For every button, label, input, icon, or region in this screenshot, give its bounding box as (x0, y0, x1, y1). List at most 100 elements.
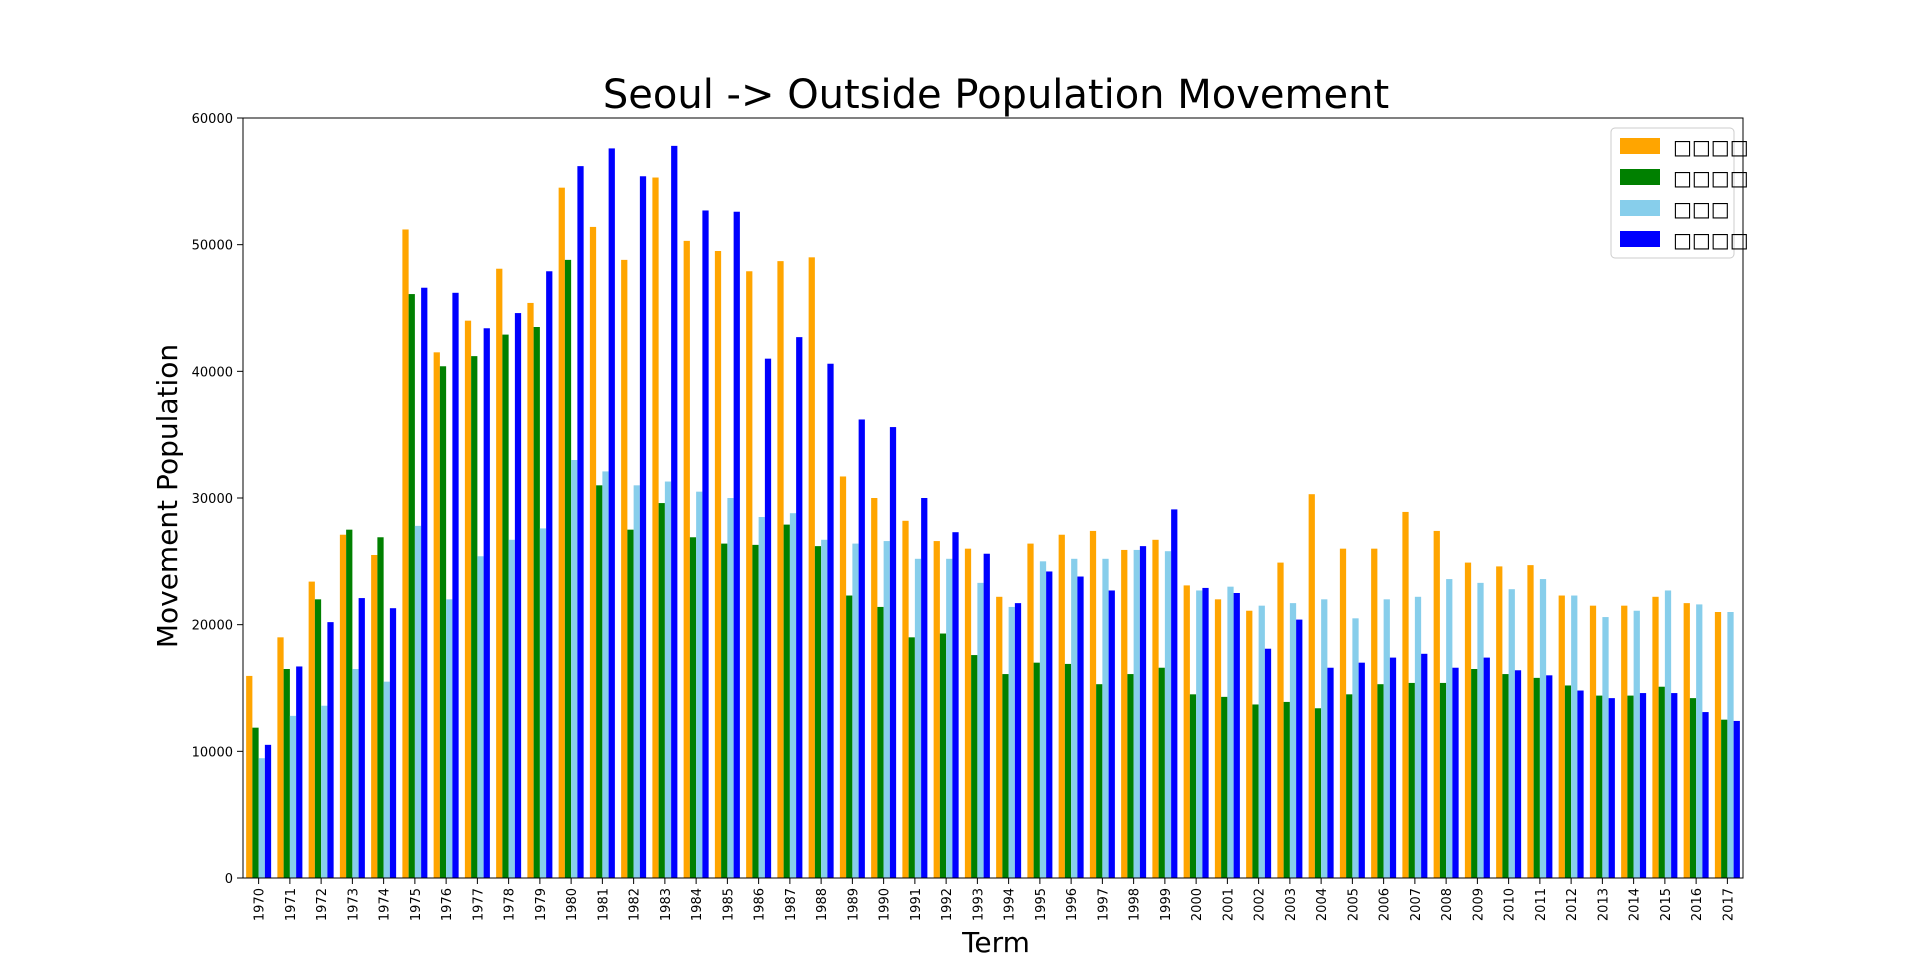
bar (789, 513, 797, 878)
bar (1014, 603, 1022, 878)
bar (1164, 551, 1172, 878)
bar (514, 313, 522, 878)
bar (352, 669, 359, 878)
x-tick-label: 1988 (815, 888, 830, 921)
bar (1214, 599, 1222, 878)
bar (1152, 539, 1159, 878)
bar (846, 595, 853, 878)
bar (1571, 595, 1578, 878)
bar (327, 622, 334, 878)
bar (596, 485, 603, 878)
bar (1377, 684, 1384, 878)
bar (671, 145, 678, 878)
bar (1421, 653, 1428, 878)
bar (408, 294, 415, 878)
bar (1439, 682, 1447, 878)
bar (1296, 619, 1303, 878)
bar (314, 599, 322, 878)
bar (1314, 708, 1322, 878)
x-tick-label: 1973 (346, 888, 361, 921)
bar (721, 543, 728, 878)
bar (1408, 682, 1415, 878)
bar (1577, 690, 1584, 878)
bar (446, 599, 453, 878)
bar (1477, 582, 1484, 878)
bar (1683, 603, 1690, 878)
bar (527, 302, 534, 878)
x-axis: 1970 1971 1972 1973 1974 1975 1976 1977 1978 1979… (253, 878, 1736, 921)
bar (321, 705, 328, 878)
bar (1158, 667, 1165, 878)
bar (1671, 693, 1678, 878)
bar (733, 211, 740, 879)
bar (977, 582, 984, 878)
x-tick-label: 1995 (1034, 888, 1049, 921)
bar (277, 637, 284, 878)
bar (1002, 674, 1009, 878)
y-axis-label: Movement Population (151, 344, 184, 648)
legend-swatch (1620, 200, 1660, 216)
bar (402, 229, 409, 879)
bar (1171, 509, 1178, 878)
x-tick-label: 2010 (1503, 888, 1518, 921)
legend-label: □□□□ (1673, 228, 1749, 252)
bar (933, 541, 940, 878)
bar (952, 532, 959, 878)
bar (1264, 648, 1272, 878)
y-tick-label: 20000 (192, 619, 233, 634)
bar (758, 517, 765, 878)
bar (1121, 549, 1128, 878)
bar (1039, 561, 1047, 878)
bar (702, 210, 709, 879)
bar (1508, 589, 1515, 878)
bar (727, 498, 734, 878)
bar (996, 596, 1003, 878)
bar (1064, 663, 1072, 878)
bar (814, 546, 822, 878)
bar (1527, 565, 1534, 878)
bar (452, 292, 459, 878)
bar (346, 529, 353, 878)
x-tick-label: 2007 (1409, 888, 1424, 921)
bar (1464, 562, 1472, 878)
bar (389, 608, 397, 878)
x-tick-label: 1996 (1065, 888, 1080, 921)
bar (1702, 712, 1709, 878)
bar (1196, 590, 1203, 878)
x-tick-label: 1989 (846, 888, 861, 921)
bar (283, 669, 290, 878)
bar (1139, 546, 1147, 878)
x-tick-label: 2017 (1721, 888, 1736, 921)
bar (1133, 549, 1140, 878)
bar (1652, 596, 1659, 878)
plot-area (246, 145, 1740, 879)
legend-label: □□□ (1673, 197, 1730, 221)
x-tick-label: 2008 (1440, 888, 1455, 921)
y-tick-label: 50000 (192, 239, 233, 254)
x-tick-label: 2000 (1190, 888, 1205, 921)
x-tick-label: 2014 (1628, 888, 1643, 921)
x-tick-label: 2001 (1221, 888, 1236, 921)
y-tick-label: 10000 (192, 745, 233, 760)
bar (1389, 657, 1397, 878)
bar (1539, 579, 1547, 878)
bar (746, 271, 753, 878)
bar (464, 320, 472, 878)
bar (821, 539, 828, 878)
bar (1727, 612, 1734, 878)
bar (1077, 576, 1084, 878)
bar (1658, 686, 1665, 878)
bar (664, 481, 672, 878)
bar (689, 537, 697, 878)
bar (1639, 693, 1647, 878)
bar (1514, 670, 1522, 878)
bar (508, 539, 515, 878)
bar (1008, 606, 1015, 878)
x-tick-label: 1990 (878, 888, 893, 921)
bar (1252, 704, 1259, 878)
bar (1596, 695, 1603, 878)
x-tick-label: 1974 (378, 888, 393, 921)
x-tick-label: 1998 (1128, 888, 1143, 921)
x-tick-label: 1984 (690, 888, 705, 921)
